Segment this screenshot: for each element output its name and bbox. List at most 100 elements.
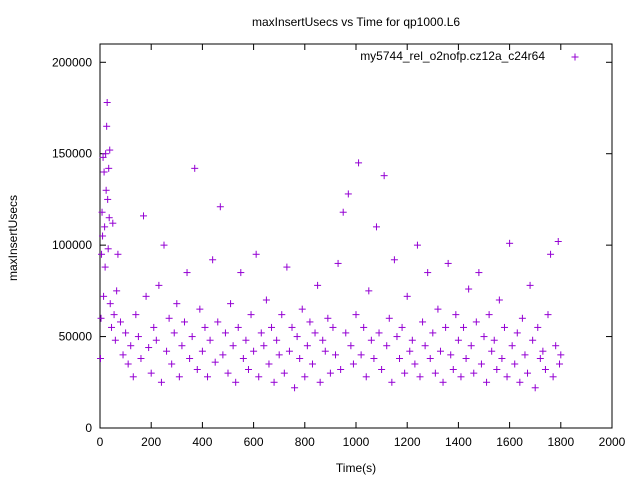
y-tick-label: 0	[85, 421, 92, 435]
data-point	[211, 358, 219, 366]
data-point	[100, 168, 108, 176]
data-point	[104, 245, 112, 253]
data-point	[247, 311, 255, 319]
data-point	[237, 269, 245, 277]
data-point	[349, 360, 357, 368]
data-point	[119, 351, 127, 359]
data-point	[155, 281, 163, 289]
data-point	[467, 342, 475, 350]
data-point	[221, 329, 229, 337]
data-point	[105, 164, 113, 172]
data-point	[296, 355, 304, 363]
data-point	[270, 378, 278, 386]
data-point	[204, 373, 212, 381]
data-point	[506, 239, 514, 247]
data-point	[465, 285, 473, 293]
data-point	[460, 323, 468, 331]
data-point	[396, 355, 404, 363]
x-tick-label: 400	[192, 435, 212, 449]
plot-frame	[99, 43, 613, 429]
data-point	[232, 378, 240, 386]
x-tick-label: 1800	[547, 435, 574, 449]
data-point	[303, 342, 311, 350]
data-point	[526, 281, 534, 289]
data-point	[198, 347, 206, 355]
data-point	[334, 259, 342, 267]
x-tick-label: 1400	[445, 435, 472, 449]
data-point	[342, 329, 350, 337]
data-point	[306, 318, 314, 326]
data-point	[362, 373, 370, 381]
data-point	[554, 237, 562, 245]
data-point	[378, 365, 386, 373]
data-point	[188, 333, 196, 341]
data-point	[116, 318, 124, 326]
data-point	[97, 355, 105, 363]
data-point	[100, 292, 108, 300]
data-point	[227, 300, 235, 308]
chart-title: maxInsertUsecs vs Time for qp1000.L6	[252, 15, 460, 29]
data-point	[516, 378, 524, 386]
data-point	[265, 360, 273, 368]
data-point	[536, 355, 544, 363]
data-point	[490, 336, 498, 344]
legend-label: my5744_rel_o2nofp.cz12a_c24r64	[360, 49, 545, 63]
data-point	[257, 329, 265, 337]
data-point	[393, 333, 401, 341]
data-point	[500, 323, 508, 331]
data-point	[419, 318, 427, 326]
x-axis-ticks: 0 200 400 600 800 1000 1200 1400 1600 1800 2000	[97, 44, 626, 449]
data-point	[488, 347, 496, 355]
data-point	[102, 150, 110, 158]
data-point	[101, 263, 109, 271]
data-point	[413, 241, 421, 249]
data-point	[421, 342, 429, 350]
data-point	[411, 360, 419, 368]
data-point	[160, 241, 168, 249]
data-point	[140, 212, 148, 220]
data-point	[431, 369, 439, 377]
data-point	[150, 323, 158, 331]
data-point	[365, 287, 373, 295]
data-point	[539, 347, 547, 355]
data-point	[547, 250, 555, 258]
data-point	[255, 373, 263, 381]
data-point	[454, 336, 462, 344]
data-point	[137, 355, 145, 363]
legend: my5744_rel_o2nofp.cz12a_c24r64	[360, 49, 579, 63]
x-tick-label: 1200	[394, 435, 421, 449]
data-point	[462, 355, 470, 363]
data-point	[109, 219, 117, 227]
data-point	[324, 314, 332, 322]
data-point	[285, 347, 293, 355]
data-point	[178, 342, 186, 350]
data-point	[352, 311, 360, 319]
data-point	[114, 250, 122, 258]
data-point	[165, 314, 173, 322]
data-point	[452, 311, 460, 319]
data-point	[145, 344, 153, 352]
data-point	[98, 208, 106, 216]
data-point	[111, 336, 119, 344]
data-point	[209, 256, 217, 264]
data-point	[480, 333, 488, 341]
data-point	[216, 203, 224, 211]
data-point	[529, 336, 537, 344]
data-point	[483, 378, 491, 386]
data-point	[170, 329, 178, 337]
data-point	[132, 311, 140, 319]
data-point	[275, 351, 283, 359]
data-point	[186, 355, 194, 363]
x-tick-label: 1000	[343, 435, 370, 449]
data-point	[344, 190, 352, 198]
data-point	[534, 323, 542, 331]
data-point	[406, 347, 414, 355]
data-point	[106, 146, 114, 154]
x-tick-label: 800	[295, 435, 315, 449]
x-tick-label: 0	[97, 435, 104, 449]
data-point	[98, 250, 106, 258]
data-point	[193, 365, 201, 373]
y-axis-ticks: 0 50000 100000 150000 200000	[52, 55, 612, 435]
plot-border	[99, 43, 613, 429]
data-point	[329, 323, 337, 331]
